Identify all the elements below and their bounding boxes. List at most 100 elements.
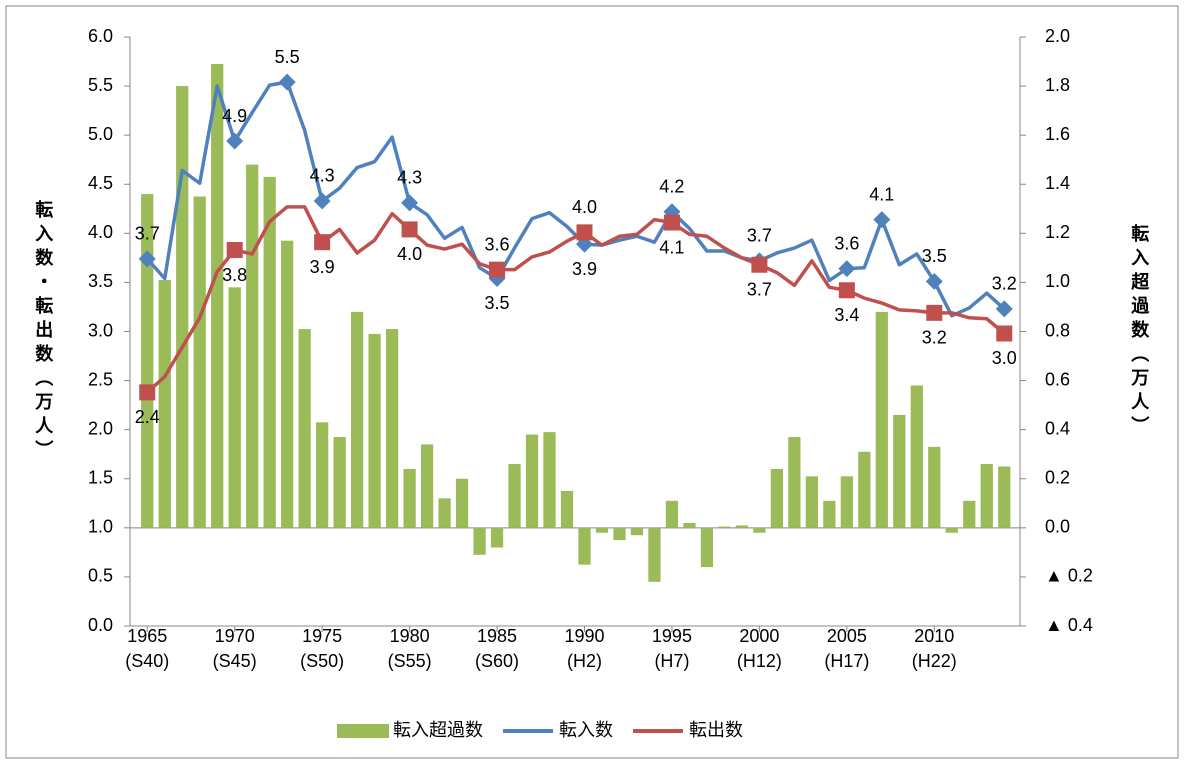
y-tick-label: 3.5: [88, 271, 113, 291]
bar: [770, 468, 784, 528]
x-tick-sublabel: (H22): [912, 651, 957, 671]
square-marker: [139, 384, 156, 401]
square-marker: [314, 234, 331, 251]
bar: [141, 194, 154, 528]
y2-tick-label: 1.0: [1045, 271, 1070, 291]
x-tick-sublabel: (S55): [388, 651, 432, 671]
y2-tick-label: 2.0: [1045, 26, 1070, 46]
bar: [211, 63, 224, 528]
diamond-marker: [401, 194, 419, 212]
bar: [578, 527, 591, 565]
square-marker: [926, 304, 943, 321]
data-label: 3.0: [992, 348, 1017, 368]
bar: [420, 444, 434, 528]
x-tick-sublabel: (H7): [654, 651, 689, 671]
data-label: 3.5: [922, 246, 947, 266]
y-tick-label: 1.0: [88, 517, 113, 537]
diamond-marker: [838, 260, 856, 278]
bar: [788, 437, 801, 528]
square-marker: [751, 256, 768, 273]
x-tick-label: 2010: [914, 626, 954, 646]
x-tick-sublabel: (S60): [475, 651, 519, 671]
legend-label: 転出数: [689, 720, 743, 740]
data-label: 3.2: [922, 328, 947, 348]
y2-tick-label: 1.8: [1045, 75, 1070, 95]
data-label: 4.1: [659, 237, 684, 257]
y2-tick-label: ▲ 0.4: [1045, 615, 1093, 635]
square-marker: [576, 224, 593, 241]
y2-tick-label: 1.2: [1045, 222, 1070, 242]
legend-label: 転入超過数: [393, 720, 483, 740]
bar: [823, 500, 836, 528]
y-tick-label: 4.0: [88, 222, 113, 242]
y2-tick-label: 1.4: [1045, 173, 1070, 193]
bar: [840, 476, 853, 528]
bar: [158, 279, 171, 528]
y2-tick-label: 0.6: [1045, 369, 1070, 389]
y-tick-label: 0.5: [88, 566, 113, 586]
diamond-marker: [995, 300, 1013, 318]
bar: [368, 333, 381, 528]
x-tick-label: 2005: [827, 626, 867, 646]
y2-tick-label: 0.4: [1045, 418, 1070, 438]
y-tick-label: 3.0: [88, 320, 113, 340]
square-marker: [401, 221, 418, 238]
square-marker: [663, 214, 680, 231]
x-tick-label: 1990: [564, 626, 604, 646]
data-label: 3.4: [834, 305, 859, 325]
bar: [403, 468, 416, 528]
bar: [945, 527, 958, 533]
y2-tick-label: 0.8: [1045, 320, 1070, 340]
x-tick-sublabel: (H2): [567, 651, 602, 671]
data-label: 5.5: [275, 47, 300, 67]
bar: [910, 385, 923, 528]
x-tick-label: 1995: [652, 626, 692, 646]
bar: [665, 500, 679, 528]
data-label: 3.7: [747, 279, 772, 299]
bar: [281, 240, 294, 528]
bar: [735, 525, 749, 528]
bar: [246, 164, 259, 528]
diamond-marker: [226, 132, 244, 150]
data-label: 3.7: [135, 224, 160, 244]
legend-label: 転入数: [559, 720, 613, 740]
bar: [753, 527, 766, 533]
y-tick-label: 5.0: [88, 124, 113, 144]
data-label: 3.6: [485, 234, 510, 254]
diamond-marker: [138, 250, 156, 268]
data-label: 3.6: [834, 233, 859, 253]
data-label: 4.1: [869, 184, 894, 204]
bar: [683, 522, 696, 528]
diamond-marker: [925, 272, 943, 290]
x-tick-label: 1970: [215, 626, 255, 646]
bar: [473, 527, 486, 555]
data-label: 3.8: [222, 265, 247, 285]
bar: [998, 466, 1011, 528]
x-tick-sublabel: (H17): [824, 651, 869, 671]
data-label: 3.9: [572, 259, 597, 279]
square-marker: [489, 261, 506, 278]
bar: [963, 500, 976, 528]
diamond-marker: [873, 211, 891, 229]
data-label: 2.4: [135, 407, 160, 427]
bar: [805, 476, 818, 528]
bar: [385, 329, 399, 528]
bar: [858, 451, 871, 528]
data-label: 3.2: [992, 274, 1017, 294]
bar: [455, 478, 469, 528]
data-label: 4.3: [310, 166, 335, 186]
y2-axis-label: 転入超過数（万人）: [1129, 223, 1150, 440]
y-tick-label: 0.0: [88, 615, 113, 635]
data-label: 4.3: [397, 168, 422, 188]
y-tick-label: 4.5: [88, 173, 113, 193]
bar: [928, 446, 941, 528]
x-tick-label: 1985: [477, 626, 517, 646]
bar: [298, 329, 311, 528]
bar: [595, 527, 609, 533]
bar: [630, 527, 644, 536]
y-tick-label: 2.0: [88, 418, 113, 438]
diamond-marker: [278, 73, 296, 91]
square-marker: [996, 325, 1013, 342]
bar: [525, 434, 539, 528]
